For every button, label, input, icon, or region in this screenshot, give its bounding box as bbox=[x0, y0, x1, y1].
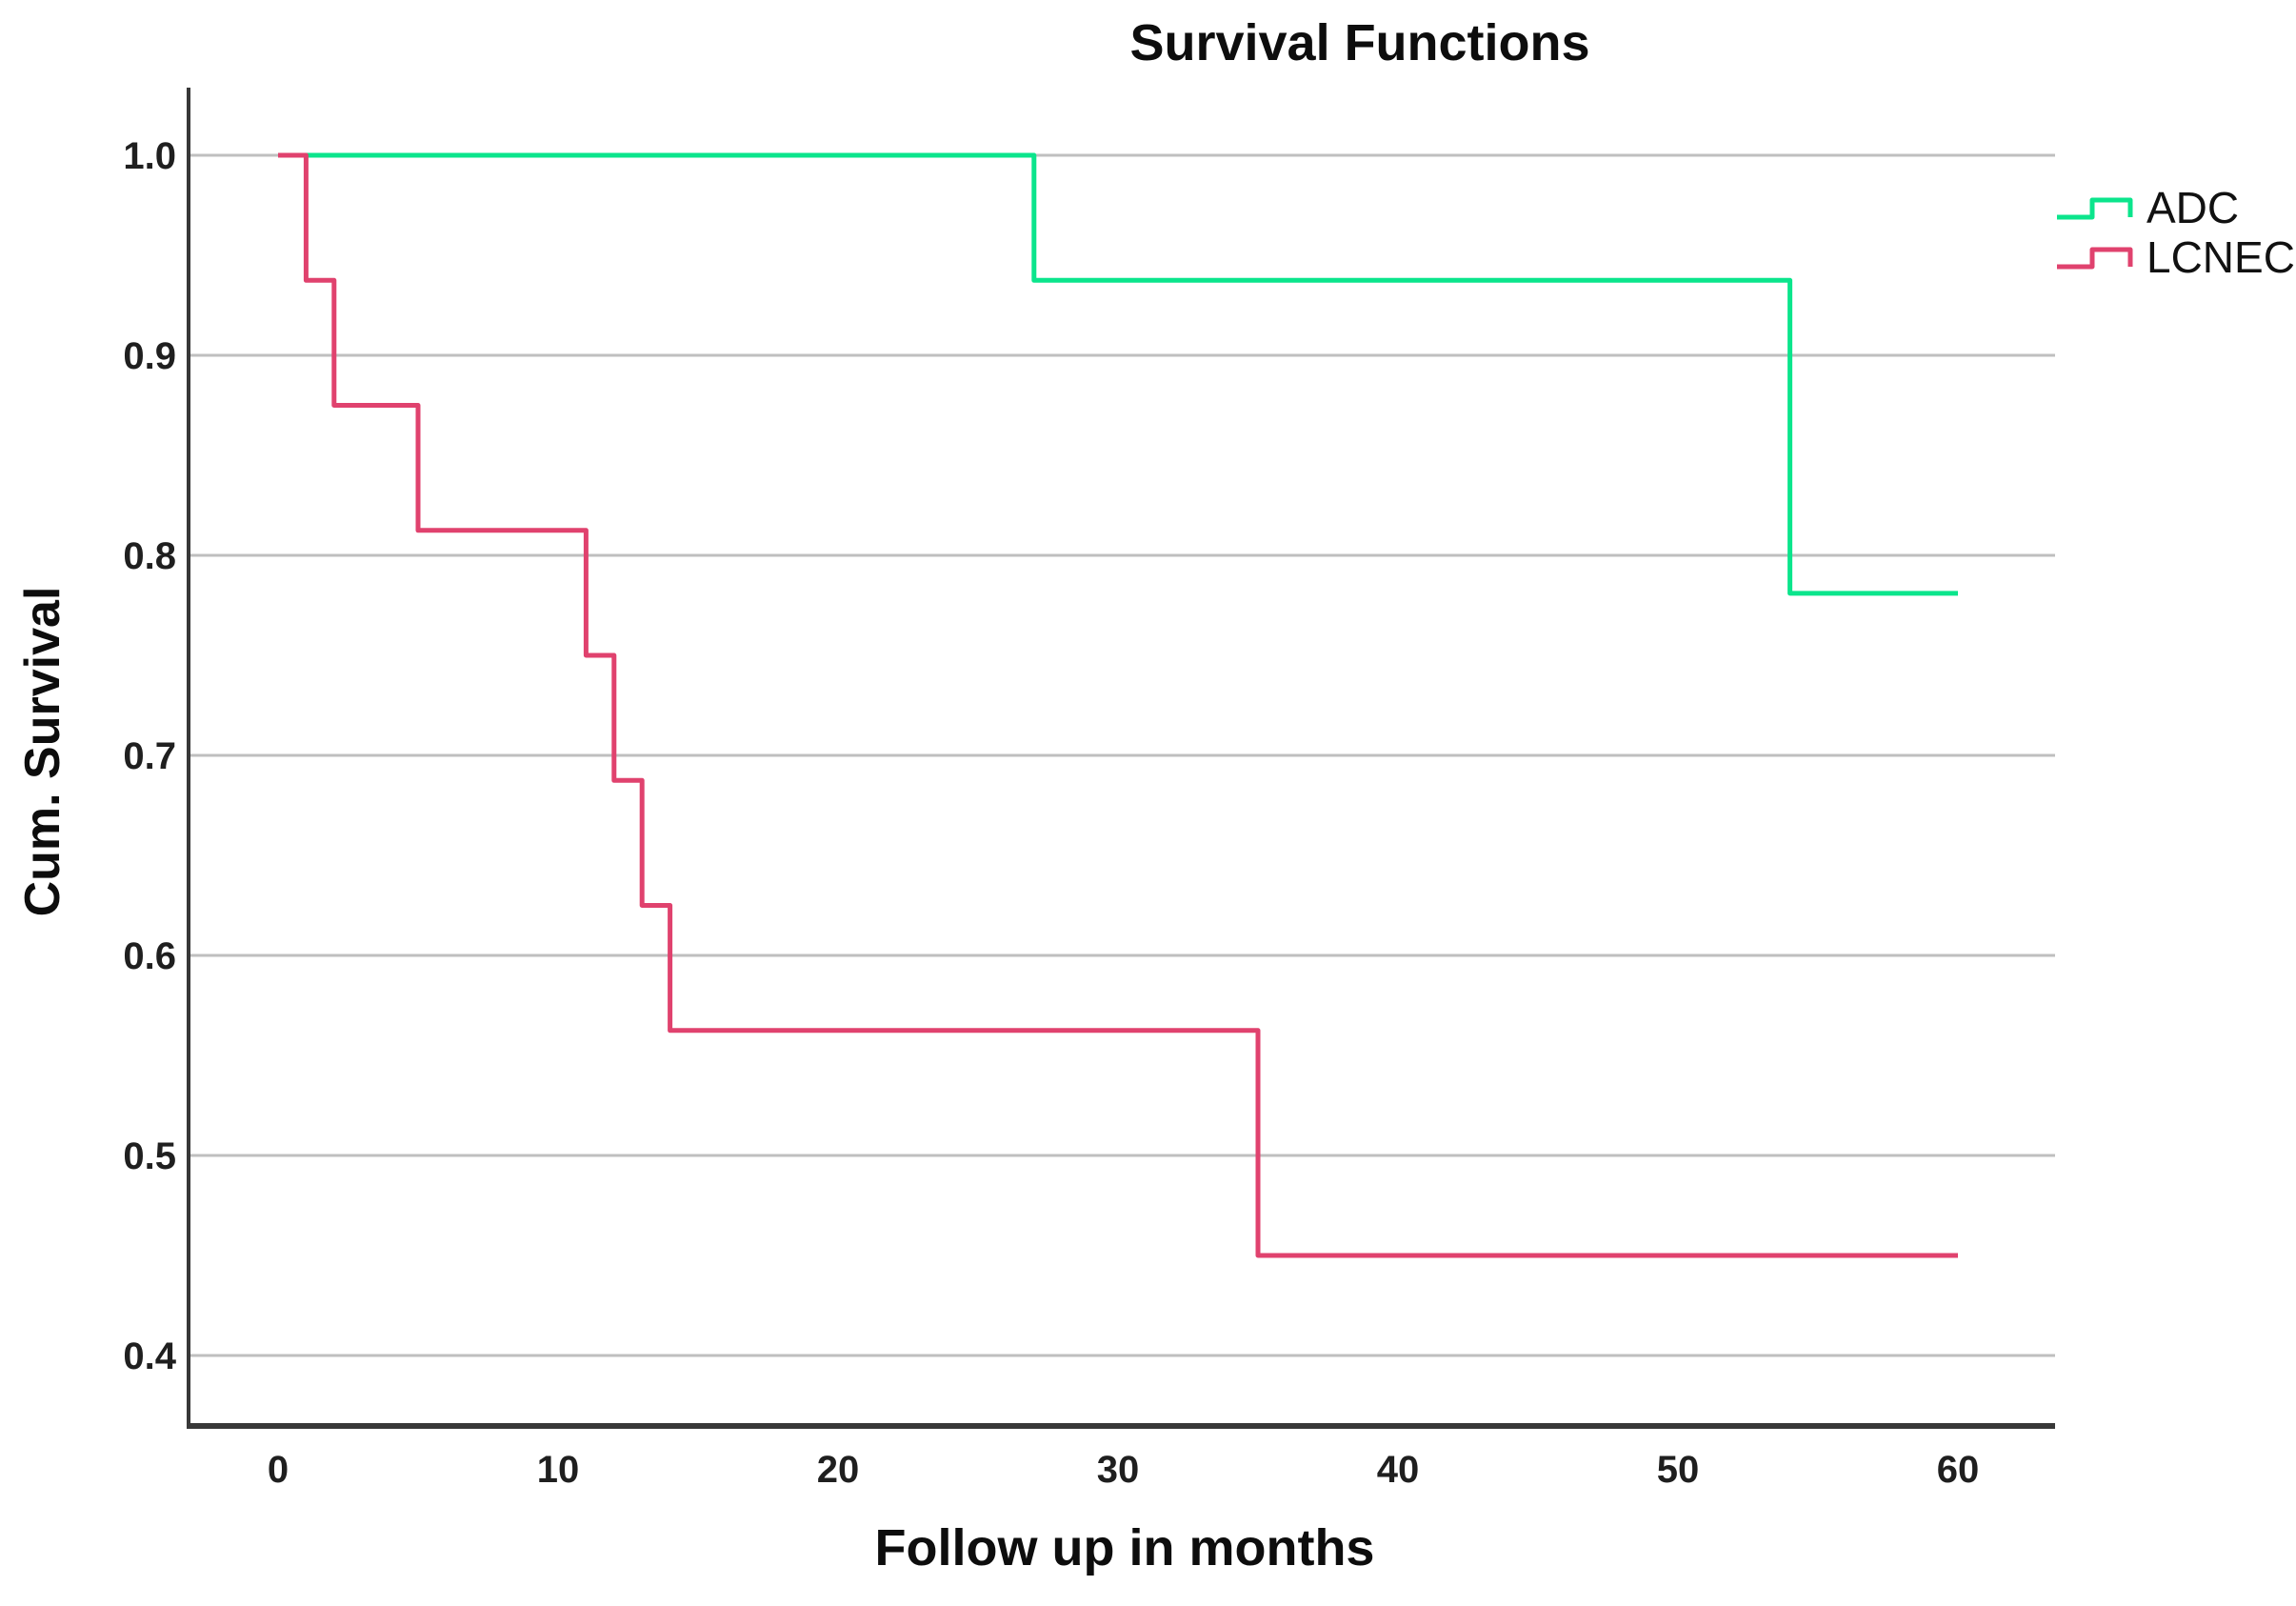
y-tick-label: 0.7 bbox=[123, 735, 176, 777]
y-tick-label: 1.0 bbox=[123, 135, 176, 177]
x-tick-label: 60 bbox=[1937, 1449, 1980, 1491]
x-tick-label: 20 bbox=[817, 1449, 860, 1491]
x-tick-label: 0 bbox=[268, 1449, 289, 1491]
adc-step-line-icon bbox=[2057, 197, 2133, 220]
legend-item-adc: ADC bbox=[2055, 183, 2295, 232]
x-axis-title: Follow up in months bbox=[874, 1519, 1375, 1576]
y-tick-label: 0.8 bbox=[123, 535, 176, 577]
x-tick-label: 30 bbox=[1097, 1449, 1140, 1491]
x-tick-label: 10 bbox=[537, 1449, 580, 1491]
y-axis-title: Cum. Survival bbox=[15, 586, 70, 917]
legend-label-lcnec: LCNEC bbox=[2146, 232, 2295, 282]
legend: ADC LCNEC bbox=[2055, 183, 2295, 282]
lcnec-step-line-icon bbox=[2057, 247, 2133, 270]
y-tick-label: 0.9 bbox=[123, 335, 176, 377]
legend-item-lcnec: LCNEC bbox=[2055, 232, 2295, 282]
survival-curve-adc bbox=[278, 152, 1958, 596]
y-tick-label: 0.5 bbox=[123, 1135, 176, 1177]
x-tick-label: 50 bbox=[1657, 1449, 1700, 1491]
y-tick-label: 0.4 bbox=[123, 1335, 176, 1377]
survival-curve-lcnec bbox=[278, 152, 1958, 1258]
chart-title: Survival Functions bbox=[1129, 14, 1590, 71]
y-tick-label: 0.6 bbox=[123, 935, 176, 977]
legend-label-adc: ADC bbox=[2146, 183, 2240, 232]
x-tick-label: 40 bbox=[1377, 1449, 1420, 1491]
